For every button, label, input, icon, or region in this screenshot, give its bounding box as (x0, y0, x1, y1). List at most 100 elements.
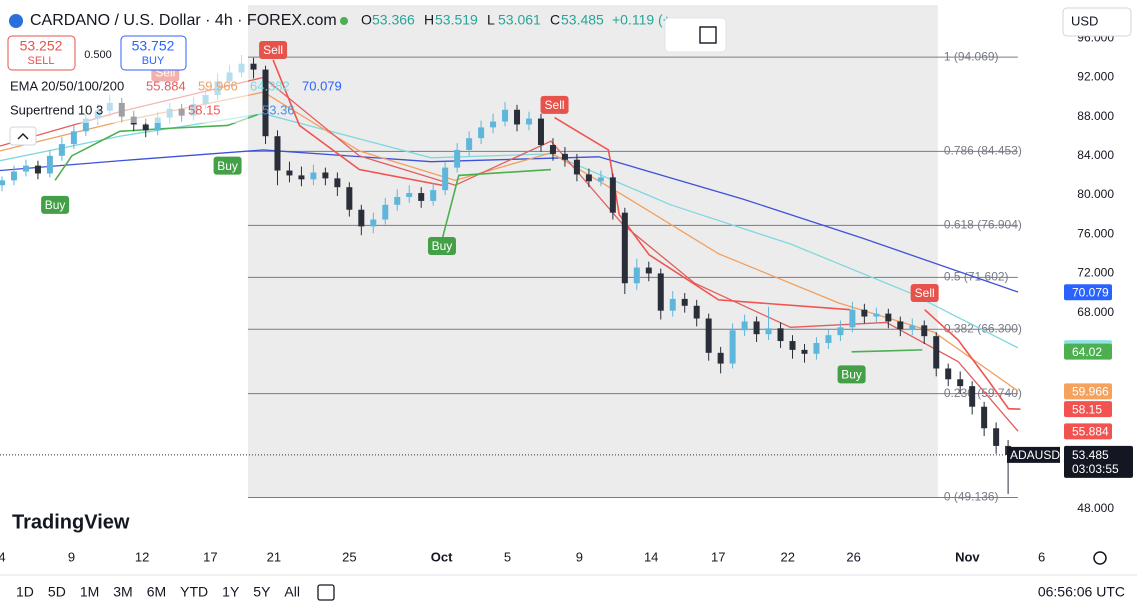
signal-box (910, 284, 939, 303)
candle-body (22, 165, 29, 172)
signal-box (259, 40, 288, 59)
y-tick-label: 88.000 (1077, 109, 1114, 123)
indicator-name: Supertrend 10 3 (10, 102, 103, 117)
fib-box (247, 5, 938, 498)
y-tick-label: 80.000 (1077, 187, 1114, 201)
layout-toolbar[interactable] (664, 17, 727, 53)
candle-body (633, 267, 640, 284)
price-tag-label: 58.15 (1072, 402, 1102, 416)
y-tick-label: 76.000 (1077, 226, 1114, 240)
sell-button[interactable] (7, 35, 76, 71)
range-button[interactable]: 5D (48, 584, 66, 600)
symbol-title: CARDANO / U.S. Dollar · 4h · FOREX.com (30, 12, 337, 29)
candle-body (561, 153, 568, 160)
ohlc-key: H (424, 12, 434, 28)
buy-label: BUY (142, 55, 165, 67)
x-tick-label: 14 (644, 549, 658, 564)
candle-body (825, 335, 832, 344)
market-status (340, 17, 348, 25)
y-tick-label: 48.000 (1077, 501, 1114, 515)
candle-body (274, 136, 281, 171)
candle-body (837, 327, 844, 336)
plot: 1 (94.069) 0.786 (84.453) 0.618 (76.904) 0.… (0, 5, 1060, 504)
layout-icon[interactable] (699, 26, 717, 44)
x-tick-label: Oct (431, 549, 453, 564)
range-button[interactable]: 5Y (253, 584, 271, 600)
ohlc-key: C (550, 12, 560, 28)
candle-body (537, 118, 544, 146)
y-tick-label: 92.000 (1077, 70, 1114, 84)
last-price-label: 53.485 (1072, 448, 1109, 462)
candle-body (969, 386, 976, 407)
settings-icon[interactable] (1093, 551, 1107, 565)
supertrend-line (272, 59, 443, 187)
candle-body (418, 193, 425, 201)
currency-button[interactable] (1062, 7, 1132, 37)
range-button[interactable]: All (284, 584, 300, 600)
collapse-icon (17, 133, 29, 140)
x-tick-label: 12 (135, 549, 149, 564)
candle-body (406, 193, 413, 197)
x-tick-label: 26 (846, 549, 860, 564)
collapse-button[interactable] (9, 126, 37, 146)
price-tag (1064, 343, 1112, 360)
candle-body (705, 318, 712, 353)
supertrend-line (441, 168, 552, 241)
supertrend-line (924, 309, 1021, 410)
candle-body (442, 167, 449, 191)
indicator-name: EMA 20/50/100/200 (10, 78, 124, 93)
ohlc-key: L (487, 12, 495, 28)
candle-body (10, 171, 17, 181)
signal-box (540, 95, 569, 114)
range-button[interactable]: 1Y (222, 584, 240, 600)
signal-label: Buy (45, 198, 66, 212)
range-button[interactable]: 3M (113, 584, 132, 600)
candle-body (250, 63, 257, 70)
range-button[interactable]: 1M (80, 584, 99, 600)
last-price-tag (1064, 445, 1133, 478)
indicator-value: 59.966 (198, 78, 238, 93)
candle-body (909, 325, 916, 330)
x-tick-label: 9 (68, 549, 75, 564)
ohlc-value: 53.366 (372, 12, 415, 28)
candle-body (789, 341, 796, 350)
candle-body (681, 298, 688, 306)
range-button[interactable]: 1D (16, 584, 34, 600)
signal-box (837, 365, 866, 384)
candle-body (801, 349, 808, 354)
range-button[interactable]: YTD (180, 584, 208, 600)
price-tag-label: 70.079 (1072, 285, 1109, 299)
fib-label: 0.786 (84.453) (944, 144, 1022, 158)
buy-button[interactable] (120, 35, 187, 71)
indicator-value: 70.079 (302, 78, 342, 93)
candle-body (597, 177, 604, 182)
logo: TradingView (12, 511, 130, 533)
candle-body (765, 328, 772, 335)
candle-body (621, 212, 628, 284)
signal-label: Sell (545, 98, 565, 112)
signal-label: Buy (432, 239, 453, 253)
y-tick-label: 84.000 (1077, 148, 1114, 162)
candle-body (382, 204, 389, 220)
candle-body (154, 117, 161, 131)
date-range-icon[interactable] (317, 584, 335, 601)
symbol-icon (9, 14, 23, 28)
candle-body (526, 118, 533, 125)
signal-box (427, 236, 456, 255)
candle-body (669, 298, 676, 311)
candle-body (585, 174, 592, 182)
symbol-tag-label: ADAUSD (1010, 448, 1060, 462)
candle-body (358, 209, 365, 227)
candle-body (813, 343, 820, 354)
spread: 0.500 (84, 49, 112, 61)
range-button[interactable]: 6M (147, 584, 166, 600)
candle-body (454, 149, 461, 168)
price-tag-label: 64.02 (1072, 345, 1102, 359)
candle-body (34, 165, 41, 174)
candle-body (334, 178, 341, 188)
indicator-value: 53.36 (262, 102, 295, 117)
candle-body (502, 109, 509, 122)
indicator-value: 58.15 (188, 102, 221, 117)
